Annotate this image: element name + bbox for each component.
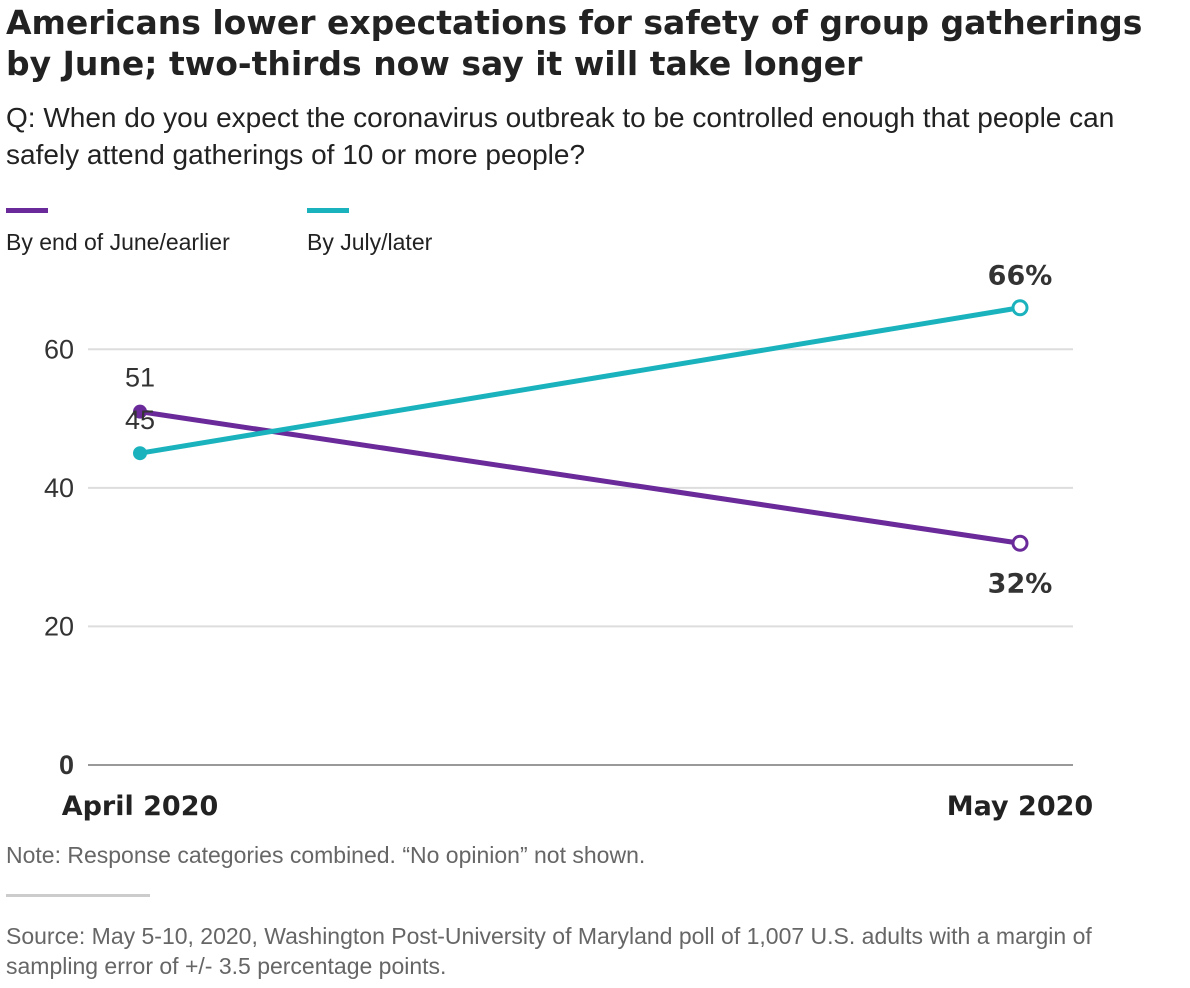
divider — [6, 894, 150, 897]
data-label-july-may: 66% — [988, 261, 1053, 292]
legend-label-june: By end of June/earlier — [6, 229, 230, 255]
chart-source: Source: May 5-10, 2020, Washington Post-… — [6, 923, 1092, 979]
chart-subtitle: Q: When do you expect the coronavirus ou… — [6, 102, 1115, 170]
legend-item-june: By end of June/earlier — [6, 208, 230, 256]
x-tick-label-april: April 2020 — [62, 791, 219, 822]
series-line-june — [137, 409, 1023, 546]
point-july-may — [1011, 299, 1029, 317]
chart-note: Note: Response categories combined. “No … — [6, 842, 646, 868]
point-july-april — [133, 446, 147, 461]
legend: By end of June/earlier By July/later — [0, 208, 700, 268]
chart-title: Americans lower expectations for safety … — [6, 3, 1143, 83]
data-label-july-april: 45 — [125, 405, 155, 435]
line-chart: 0 20 40 60 April 2020 May 2020 51 45 66% 32% — [44, 261, 1093, 822]
y-tick-label-0: 0 — [59, 750, 74, 780]
point-june-april — [133, 404, 147, 419]
data-label-june-april: 51 — [125, 363, 155, 393]
x-tick-label-may: May 2020 — [947, 791, 1093, 822]
y-tick-label-40: 40 — [44, 473, 74, 503]
legend-label-july: By July/later — [307, 229, 433, 255]
y-tick-label-60: 60 — [44, 334, 74, 364]
series-line-july — [137, 305, 1023, 456]
data-label-june-may: 32% — [988, 568, 1053, 599]
legend-swatch-july — [307, 208, 349, 213]
point-june-may — [1011, 534, 1029, 552]
legend-item-july: By July/later — [307, 208, 432, 256]
legend-swatch-june — [6, 208, 48, 213]
y-tick-label-20: 20 — [44, 611, 74, 641]
